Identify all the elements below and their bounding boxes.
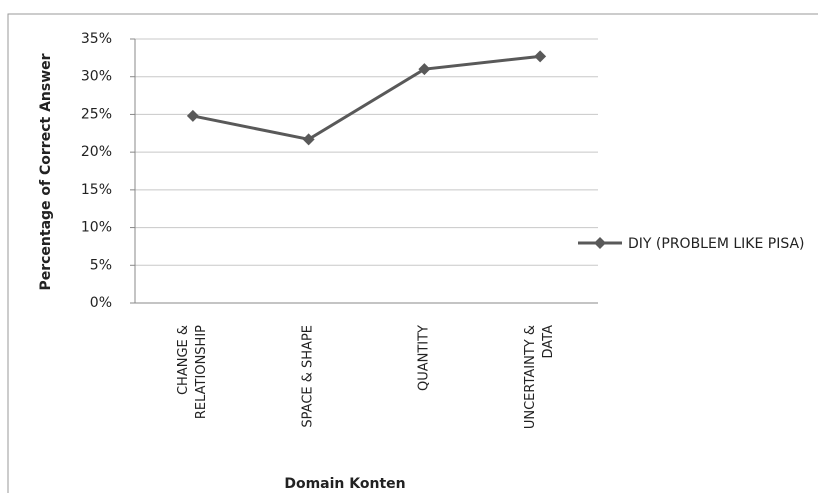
y-axis-title: Percentage of Correct Answer bbox=[38, 53, 54, 290]
data-marker bbox=[302, 133, 315, 146]
y-tick-label: 10% bbox=[81, 220, 112, 236]
series-line bbox=[192, 54, 541, 141]
legend-label: DIY (PROBLEM LIKE PISA) bbox=[628, 236, 805, 252]
x-tick-label: CHANGE & RELATIONSHIP bbox=[175, 325, 209, 420]
y-tick-label: 20% bbox=[81, 144, 112, 160]
x-axis-title: Domain Konten bbox=[284, 476, 405, 492]
y-tick-label: 35% bbox=[81, 31, 112, 47]
y-tick-label: 25% bbox=[81, 106, 112, 122]
y-tick-label: 5% bbox=[90, 257, 112, 273]
y-tick-label: 30% bbox=[81, 69, 112, 85]
x-tick-label: SPACE & SHAPE bbox=[300, 325, 316, 428]
x-tick-label: UNCERTAINTY & DATA bbox=[523, 325, 557, 430]
data-marker bbox=[534, 50, 547, 63]
x-tick-label: QUANTITY bbox=[416, 325, 432, 392]
data-marker bbox=[418, 63, 431, 76]
y-tick-label: 15% bbox=[81, 182, 112, 198]
y-tick-label: 0% bbox=[90, 295, 112, 311]
chart-frame bbox=[7, 13, 818, 493]
legend-marker bbox=[594, 237, 606, 249]
data-marker bbox=[186, 109, 199, 122]
